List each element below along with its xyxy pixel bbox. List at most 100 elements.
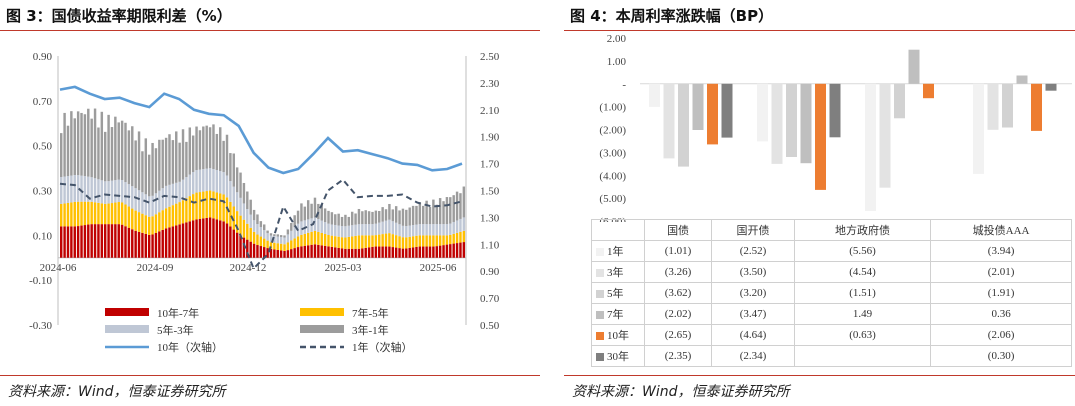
- spread-bar: [415, 246, 418, 258]
- spread-bar: [93, 202, 97, 225]
- spread-bar: [394, 247, 398, 258]
- spread-bar: [229, 201, 232, 227]
- legend-label: 10年（次轴）: [157, 340, 223, 354]
- spread-bar: [80, 175, 83, 202]
- spread-bar: [374, 210, 378, 224]
- source-note: 资料来源：Wind，恒泰证券研究所: [8, 384, 226, 400]
- spread-bar: [330, 212, 334, 225]
- spread-bar: [131, 186, 134, 209]
- spread-bar: [283, 237, 286, 245]
- row-label-cell: 5年: [591, 282, 645, 304]
- spread-bar: [235, 167, 239, 193]
- right-y-tick-label: 1.70: [480, 159, 500, 171]
- spread-bar: [249, 241, 252, 258]
- spread-bar: [347, 236, 351, 249]
- spread-bar: [313, 217, 317, 231]
- rate-change-bar: [649, 83, 660, 107]
- table-value-cell: [793, 345, 932, 367]
- spread-bar: [100, 180, 104, 204]
- row-label: 3年: [607, 267, 624, 279]
- rate-change-bar: [1031, 83, 1042, 131]
- rate-change-bar: [678, 83, 689, 167]
- right-y-tick-label: 0.90: [480, 266, 500, 278]
- spread-bar: [83, 114, 87, 177]
- spread-bar: [330, 224, 334, 236]
- spread-bar: [185, 177, 188, 199]
- spread-bar: [425, 200, 428, 225]
- spread-bar: [442, 235, 445, 246]
- x-tick-label: 2025-06: [420, 262, 457, 274]
- spread-bar: [208, 168, 212, 191]
- spread-bar: [242, 182, 246, 204]
- spread-bar: [93, 178, 97, 203]
- rate-change-bar: [908, 49, 920, 84]
- spread-bar: [175, 203, 178, 226]
- spread-bar: [158, 231, 161, 258]
- spread-bar: [449, 234, 452, 245]
- spread-bar: [202, 218, 205, 258]
- spread-bar: [273, 235, 276, 243]
- spread-bar: [76, 175, 80, 202]
- left-y-tick-label: 0.50: [33, 141, 53, 153]
- spread-bar: [279, 235, 283, 238]
- spread-bar: [317, 244, 320, 258]
- spread-bar: [208, 190, 212, 218]
- spread-bar: [222, 172, 225, 195]
- spread-bar: [438, 224, 442, 236]
- spread-bar: [432, 224, 435, 236]
- right-y-tick-label: 1.10: [480, 239, 500, 251]
- rate-change-bar: [923, 83, 934, 99]
- right-y-tick-label: 1.50: [480, 186, 500, 198]
- spread-bar: [293, 238, 296, 249]
- spread-bar: [171, 226, 175, 258]
- spread-bar: [381, 234, 384, 247]
- left-y-tick-label: 0.10: [33, 230, 53, 242]
- spread-bar: [161, 229, 164, 258]
- spread-bar: [202, 126, 205, 170]
- series-legend-swatch: [596, 353, 604, 362]
- spread-bar: [134, 210, 137, 231]
- right-y-tick-label: 1.90: [480, 132, 500, 144]
- spread-bar: [124, 204, 127, 227]
- spread-bar: [131, 229, 134, 258]
- spread-bar: [303, 245, 307, 258]
- spread-bar: [462, 230, 466, 243]
- spread-bar: [246, 191, 249, 210]
- legend-swatch: [300, 325, 344, 333]
- spread-bar: [83, 201, 87, 226]
- spread-bar: [401, 208, 405, 226]
- spread-bar: [154, 214, 158, 233]
- spread-bar: [185, 141, 188, 178]
- spread-bar: [252, 220, 256, 232]
- spread-bar: [378, 246, 381, 258]
- spread-bar: [225, 197, 229, 224]
- title-divider: [564, 30, 1075, 31]
- x-tick-label: 2024-09: [137, 262, 174, 274]
- spread-bar: [449, 244, 452, 258]
- spread-bar: [361, 224, 364, 236]
- spread-bar: [432, 235, 435, 247]
- spread-bar: [354, 224, 357, 236]
- table-value-cell: (2.01): [930, 261, 1072, 283]
- spread-bar: [90, 118, 93, 178]
- spread-bar: [347, 225, 351, 237]
- spread-bar: [286, 242, 290, 251]
- spread-bar: [381, 221, 384, 235]
- rate-change-data-table: 国债 国开债 地方政府债 城投债AAA 1年 (1.01) (2.52) (5.56) (3.9…: [591, 219, 1072, 367]
- spread-bar: [455, 220, 459, 233]
- spread-bar: [66, 226, 70, 258]
- spread-bar: [137, 231, 141, 258]
- spread-bar: [141, 151, 144, 193]
- spread-bar: [120, 120, 124, 181]
- spread-bar: [350, 248, 354, 258]
- spread-bar: [283, 250, 286, 258]
- spread-bar: [141, 213, 144, 233]
- spread-bar: [442, 201, 445, 225]
- row-label: 5年: [607, 288, 624, 300]
- table-value-cell: (1.51): [793, 282, 932, 304]
- legend-swatch: [300, 308, 344, 316]
- spread-bar: [398, 236, 401, 249]
- spread-bar: [391, 234, 395, 248]
- spread-bar: [286, 234, 290, 243]
- spread-bar: [334, 214, 337, 225]
